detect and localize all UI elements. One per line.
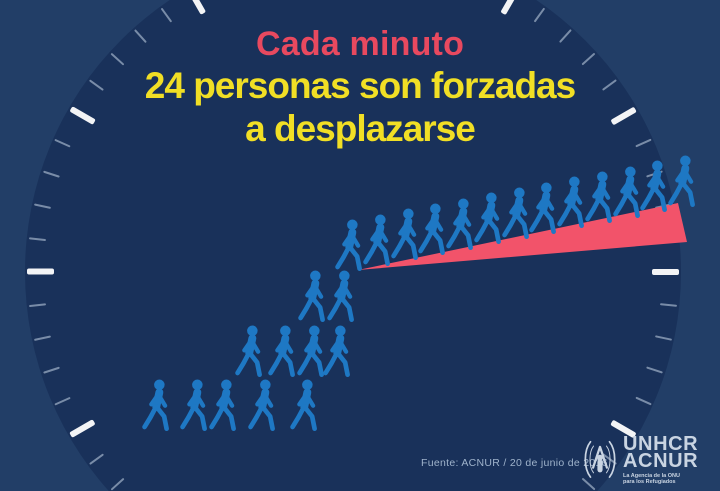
- title-block: Cada minuto 24 personas son forzadas a d…: [0, 24, 720, 150]
- source-caption: Fuente: ACNUR / 20 de junio de 2016: [421, 457, 608, 469]
- person-figure: [212, 380, 234, 429]
- logo-acnur: ACNUR: [623, 450, 699, 472]
- person-figure: [300, 326, 322, 375]
- person-figure: [532, 183, 554, 232]
- person-figure: [366, 215, 388, 264]
- person-figure: [588, 172, 610, 221]
- person-figure: [449, 199, 471, 248]
- person-figure: [271, 326, 293, 375]
- person-figure: [560, 177, 582, 226]
- logo-tagline-2: para los Refugiados: [623, 478, 676, 485]
- people-group: [145, 156, 693, 429]
- person-figure: [301, 271, 323, 320]
- person-figure: [326, 326, 348, 375]
- clock-hand: [358, 203, 687, 270]
- logo-tagline: La Agencia de la ONU para los Refugiados: [623, 473, 698, 485]
- person-figure: [238, 326, 260, 375]
- person-figure: [293, 380, 315, 429]
- person-figure: [505, 188, 527, 237]
- title-main-line1: 24 personas son forzadas: [144, 65, 576, 106]
- title-main-line2: a desplazarse: [245, 108, 476, 149]
- person-figure: [616, 167, 638, 216]
- person-figure: [394, 209, 416, 258]
- person-figure: [183, 380, 205, 429]
- person-figure: [477, 193, 499, 242]
- person-figure: [421, 204, 443, 253]
- hour-tick: [652, 269, 679, 275]
- person-figure: [338, 220, 360, 269]
- unhcr-emblem-icon: [584, 440, 616, 478]
- person-figure: [145, 380, 167, 429]
- logo-text: UNHCR ACNUR La Agencia de la ONU para lo…: [623, 433, 699, 485]
- logo-unhcr: UNHCR: [623, 433, 699, 455]
- person-figure: [671, 156, 693, 205]
- title-highlight: Cada minuto: [255, 25, 465, 63]
- person-figure: [330, 271, 352, 320]
- person-figure: [251, 380, 273, 429]
- person-figure: [643, 161, 665, 210]
- logo-tagline-1: La Agencia de la ONU: [623, 472, 680, 479]
- unhcr-logo: UNHCR ACNUR La Agencia de la ONU para lo…: [581, 433, 699, 485]
